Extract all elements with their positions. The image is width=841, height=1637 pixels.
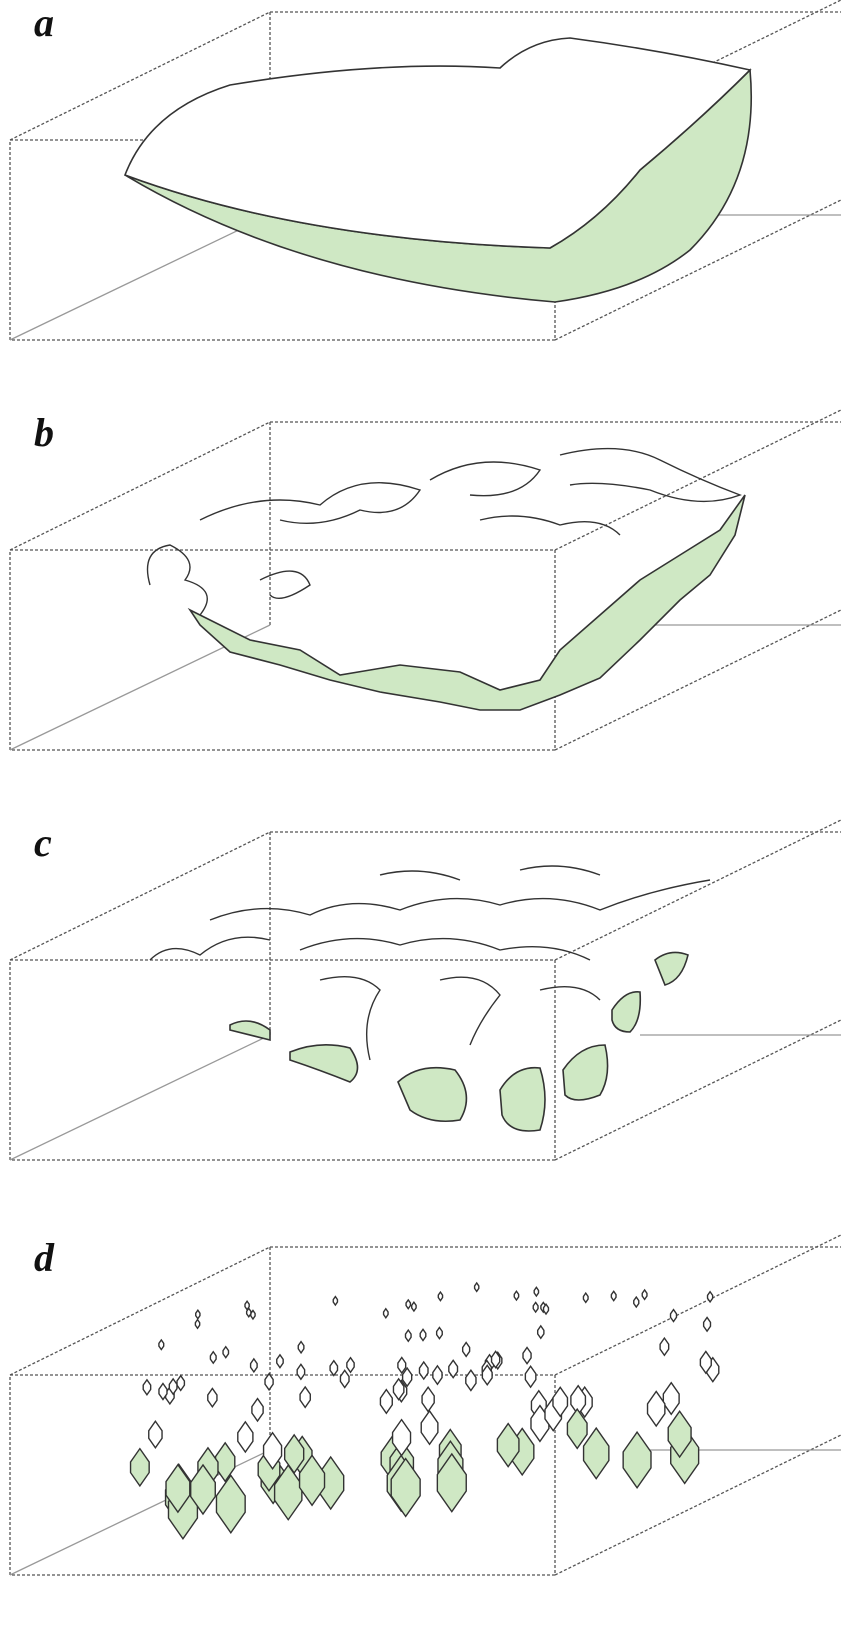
crystal-pore — [611, 1291, 616, 1300]
panel-b: b — [10, 410, 841, 750]
crystal-pore — [534, 1287, 538, 1296]
panel-d: d — [10, 1235, 841, 1575]
crystal-pore — [347, 1358, 354, 1373]
crystal-pore — [298, 1342, 304, 1353]
crystal-pore — [195, 1320, 199, 1329]
crystal-pore — [177, 1376, 184, 1391]
crystal-pore — [406, 1330, 412, 1341]
crystal-pore — [131, 1449, 150, 1486]
crystal-pore — [466, 1370, 476, 1390]
crystal-pore — [438, 1292, 442, 1301]
pore — [290, 1045, 358, 1082]
crystal-pore — [704, 1317, 711, 1331]
pore — [612, 992, 640, 1032]
crystal-pore — [663, 1383, 679, 1415]
crystal-pore — [159, 1340, 164, 1350]
crystal-pore — [208, 1388, 217, 1406]
crystal-pore — [544, 1304, 549, 1314]
crystal-pore — [245, 1301, 249, 1309]
crystal-pore — [277, 1355, 283, 1368]
pore — [398, 1068, 466, 1122]
panel-label: b — [34, 410, 54, 455]
crystal-pore — [523, 1348, 531, 1364]
crystal-pore — [252, 1399, 263, 1421]
crystal-pore — [251, 1359, 258, 1372]
panel-label: d — [34, 1235, 55, 1280]
crystal-pore — [514, 1291, 518, 1300]
crystal-pore — [660, 1338, 669, 1355]
panel-a: a — [10, 0, 841, 340]
pore — [500, 1068, 545, 1131]
crystal-pore — [623, 1432, 651, 1488]
panel-label: a — [34, 0, 54, 45]
crystal-pore — [333, 1297, 337, 1305]
crystal-pore — [340, 1370, 349, 1387]
crystal-pore — [422, 1387, 434, 1411]
pore — [230, 1021, 270, 1040]
crystal-pore — [238, 1422, 253, 1452]
crystal-pore — [406, 1300, 410, 1309]
crystal-pore — [648, 1391, 665, 1426]
crystal-pore — [533, 1302, 538, 1312]
panel-label: c — [34, 820, 52, 865]
layer-side — [190, 495, 745, 710]
pore — [655, 952, 688, 985]
crystal-pore — [634, 1297, 639, 1307]
crystal-pore — [433, 1366, 442, 1384]
crystal-pore — [223, 1347, 228, 1358]
crystal-pore — [384, 1309, 388, 1318]
crystal-pore — [380, 1390, 392, 1414]
crystal-pore — [708, 1292, 713, 1302]
crystal-pore — [525, 1366, 535, 1387]
crystal-pore — [300, 1387, 310, 1407]
page: a b c d (() => { const data = JSON.parse… — [0, 0, 841, 1637]
crystal-pore — [297, 1364, 304, 1379]
crystal-pore — [584, 1428, 609, 1479]
figure: a b c d — [0, 0, 841, 1637]
crystal-pore — [412, 1302, 416, 1311]
crystal-pore — [420, 1329, 426, 1340]
crystal-pore — [538, 1326, 544, 1338]
crystal-pore — [210, 1352, 216, 1363]
crystal-pore — [437, 1327, 443, 1338]
crystal-pore — [330, 1361, 337, 1376]
crystal-pore — [265, 1374, 273, 1390]
crystal-pore — [583, 1293, 588, 1302]
crystal-pore — [196, 1310, 200, 1318]
crystal-pore — [671, 1310, 677, 1322]
crystal-pore — [143, 1380, 150, 1395]
crystal-pore — [421, 1411, 438, 1444]
crystal-pore — [642, 1290, 647, 1299]
crystal-pore — [475, 1283, 479, 1291]
crystal-pore — [419, 1362, 428, 1379]
crystal-pore — [149, 1421, 162, 1448]
crystal-pore — [216, 1475, 245, 1532]
crystal-pore — [463, 1343, 470, 1357]
pore — [563, 1045, 608, 1100]
panel-c: c — [10, 820, 841, 1160]
